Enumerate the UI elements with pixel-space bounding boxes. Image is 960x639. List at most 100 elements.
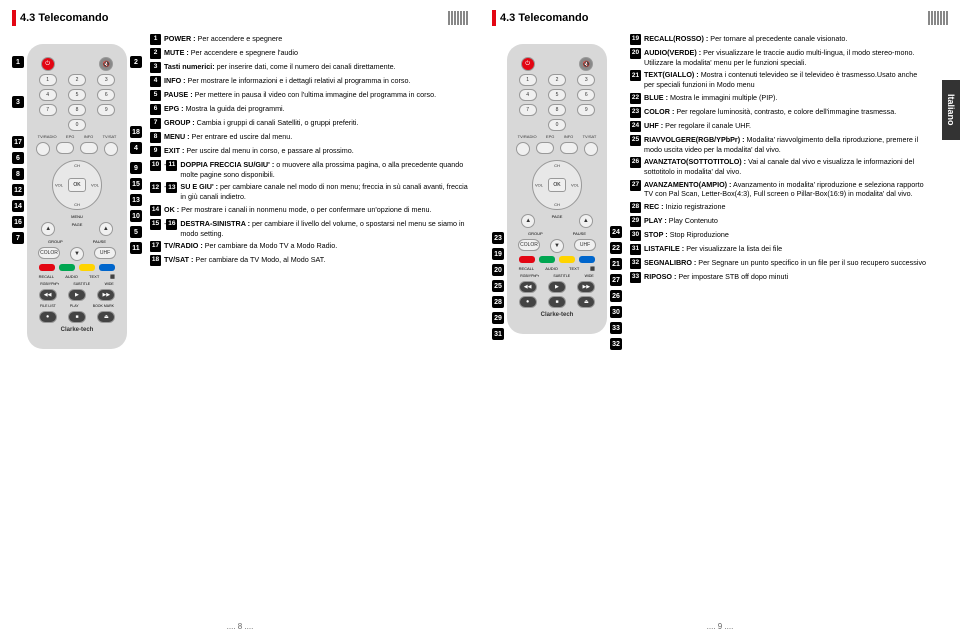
desc-text: REC : Inizio registrazione [644,202,928,213]
desc-number: 17 [150,241,161,252]
desc-number: 1 [150,34,161,45]
desc-number: 6 [150,104,161,115]
desc-text: AVANZAMENTO(AMPIO) : Avanzamento in moda… [644,180,928,199]
desc-number: 27 [630,180,641,191]
nav-pad: CH CH VOL VOL OK [52,160,102,210]
description-item: 3Tasti numerici: per inserire dati, come… [150,62,468,73]
desc-number: 2 [150,48,161,59]
desc-number: 26 [630,157,641,168]
desc-text: PAUSE : Per mettere in pausa il video co… [164,90,468,101]
description-item: 21TEXT(GIALLO) : Mostra i contenuti tele… [630,70,928,89]
desc-number: 9 [150,146,161,157]
desc-text: MUTE : Per accendere e spegnere l'audio [164,48,468,59]
description-item: 7GROUP : Cambia i gruppi di canali Satel… [150,118,468,129]
description-item: 32SEGNALIBRO : Per Segnare un punto spec… [630,258,928,269]
desc-text: LISTAFILE : Per visualizzare la lista de… [644,244,928,255]
desc-number: 32 [630,258,641,269]
callout-number: 16 [12,216,24,228]
desc-text: TV/SAT : Per cambiare da TV Modo, al Mod… [164,255,468,266]
desc-text: AUDIO(VERDE) : Per visualizzare le tracc… [644,48,928,67]
right-page: 4.3 Telecomando Italiano 242322192120272… [480,0,960,639]
power-icon: ⏻ [521,57,535,71]
page-number-left: .... 8 .... [227,622,254,631]
callout-number: 19 [492,248,504,260]
desc-text: SU E GIU' : per cambiare canale nel modo… [180,182,468,201]
yellow-btn [79,264,95,271]
descriptions-right: 19RECALL(ROSSO) : Per tornare al precede… [630,34,948,334]
description-item: 28REC : Inizio registrazione [630,202,928,213]
callout-number: 9 [130,162,142,174]
callout-number: 6 [12,152,24,164]
description-item: 23COLOR : Per regolare luminosità, contr… [630,107,928,118]
description-item: 19RECALL(ROSSO) : Per tornare al precede… [630,34,928,45]
language-tab: Italiano [942,80,960,140]
desc-number: 20 [630,48,641,59]
remote-body: ⏻🔇 123 456 789 0 TV/RADIOEPGINFOTV/SAT C… [27,44,127,349]
desc-number: 8 [150,132,161,143]
desc-text: EXIT : Per uscire dal menu in corso, e p… [164,146,468,157]
description-item: 22BLUE : Mostra le immagini multiple (PI… [630,93,928,104]
desc-text: SEGNALIBRO : Per Segnare un punto specif… [644,258,928,269]
desc-text: UHF : Per regolare il canale UHF. [644,121,928,132]
desc-text: BLUE : Mostra le immagini multiple (PIP)… [644,93,928,104]
description-item: 1POWER : Per accendere e spegnere [150,34,468,45]
page-header: 4.3 Telecomando [492,10,948,26]
description-item: 31LISTAFILE : Per visualizzare la lista … [630,244,928,255]
callout-number: 33 [610,322,622,334]
desc-number: 15 [150,219,161,230]
header-title: 4.3 Telecomando [500,12,588,24]
callout-number: 14 [12,200,24,212]
desc-number: 29 [630,216,641,227]
callout-number: 31 [492,328,504,340]
callout-number: 10 [130,210,142,222]
header-ticks [928,11,948,25]
desc-number: 10 [150,160,161,171]
callout-number: 28 [492,296,504,308]
desc-text: RIAVVOLGERE(RGB/YPbPr) : Modalita' riavv… [644,135,928,154]
desc-text: GROUP : Cambia i gruppi di canali Satell… [164,118,468,129]
page-spread: 4.3 Telecomando 123181746981512131410165… [0,0,960,639]
callout-number: 3 [12,96,24,108]
descriptions-left: 1POWER : Per accendere e spegnere 2MUTE :… [150,34,468,349]
desc-number: 13 [166,182,177,193]
description-item: 27AVANZAMENTO(AMPIO) : Avanzamento in mo… [630,180,928,199]
desc-number: 19 [630,34,641,45]
green-btn [59,264,75,271]
page-number-right: .... 9 .... [707,622,734,631]
description-item: 10 - 11DOPPIA FRECCIA SU/GIU' : o muover… [150,160,468,179]
ok-btn: OK [68,178,86,192]
description-item: 18TV/SAT : Per cambiare da TV Modo, al M… [150,255,468,266]
description-item: 14OK : Per mostrare i canali in nonmenu … [150,205,468,216]
callout-number: 15 [130,178,142,190]
callout-number: 27 [610,274,622,286]
desc-text: STOP : Stop Riproduzione [644,230,928,241]
callout-number: 30 [610,306,622,318]
desc-number: 4 [150,76,161,87]
mute-icon: 🔇 [99,57,113,71]
description-item: 5PAUSE : Per mettere in pausa il video c… [150,90,468,101]
desc-text: Tasti numerici: per inserire dati, come … [164,62,468,73]
callout-number: 25 [492,280,504,292]
header-title: 4.3 Telecomando [20,12,108,24]
description-item: 24UHF : Per regolare il canale UHF. [630,121,928,132]
description-item: 9EXIT : Per uscire dal menu in corso, e … [150,146,468,157]
description-item: 4INFO : Per mostrare le informazioni e i… [150,76,468,87]
callout-number: 32 [610,338,622,350]
desc-number: 11 [166,160,177,171]
remote-body: ⏻🔇 123 456 789 0 TV/RADIOEPGINFOTV/SAT C… [507,44,607,334]
desc-text: INFO : Per mostrare le informazioni e i … [164,76,468,87]
desc-number: 3 [150,62,161,73]
description-item: 2MUTE : Per accendere e spegnere l'audio [150,48,468,59]
power-icon: ⏻ [41,57,55,71]
pause-btn: ▲ [99,222,113,236]
desc-number: 25 [630,135,641,146]
brand-logo: Clarke-tech [33,327,121,333]
group-btn: ▲ [41,222,55,236]
callout-number: 23 [492,232,504,244]
callout-number: 26 [610,290,622,302]
desc-number: 14 [150,205,161,216]
desc-number: 31 [630,244,641,255]
callout-number: 11 [130,242,142,254]
nav-pad: CH CH VOL VOL OK [532,160,582,210]
header-ticks [448,11,468,25]
